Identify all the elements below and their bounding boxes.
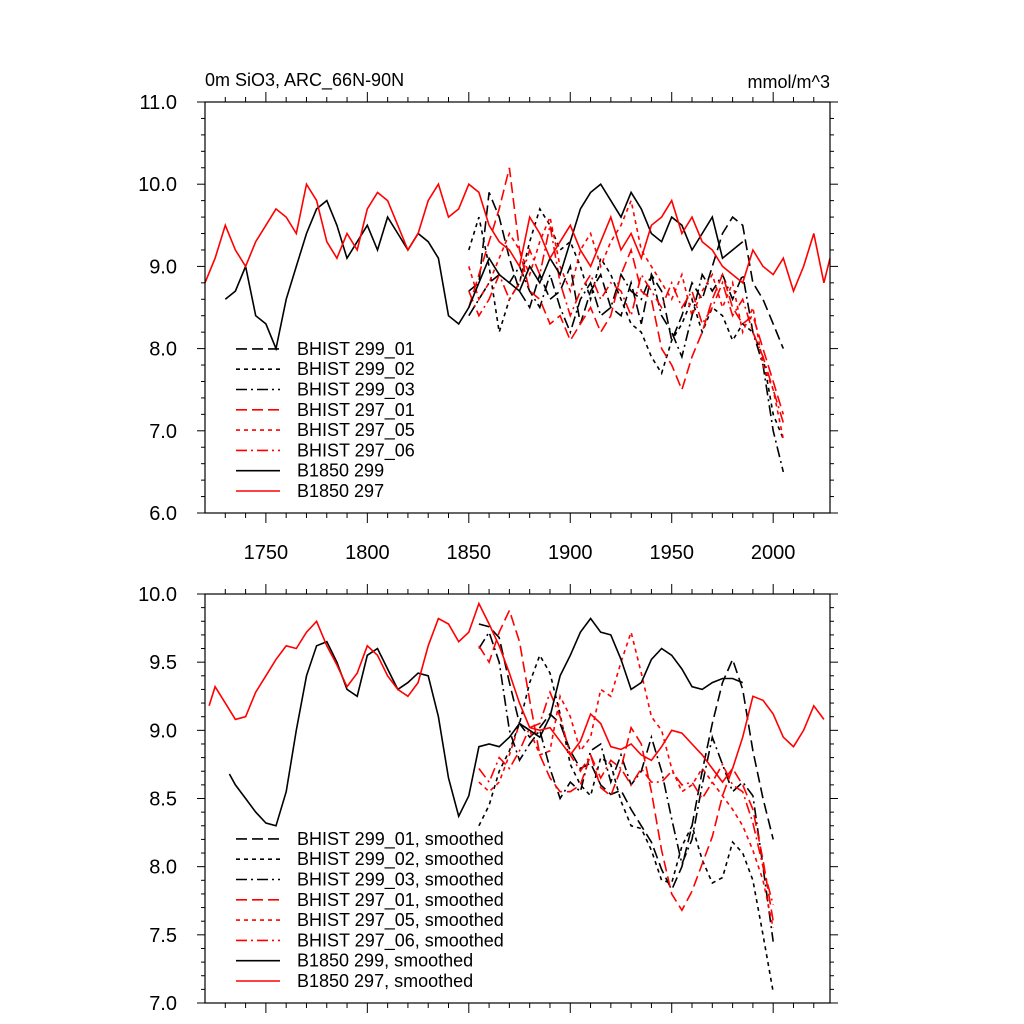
series-line-6	[478, 689, 774, 906]
y-tick-label: 7.0	[149, 993, 177, 1015]
y-tick-label: 10.0	[138, 584, 177, 606]
y-tick-label: 9.0	[149, 256, 177, 278]
y-tick-label: 11.0	[140, 92, 177, 114]
legend-label: BHIST 299_02	[297, 359, 415, 380]
y-tick-label: 10.0	[138, 174, 177, 196]
legend-label: BHIST 299_03, smoothed	[297, 870, 504, 891]
y-tick-label: 8.5	[149, 789, 177, 811]
series-line-4	[468, 167, 785, 415]
legend-label: BHIST 297_06, smoothed	[297, 930, 504, 951]
series-line-8	[208, 601, 825, 784]
chart-title: 0m SiO3, ARC_66N-90N	[205, 70, 404, 91]
legend-label: BHIST 297_05	[297, 420, 415, 441]
plot-area	[208, 601, 825, 993]
x-tick-label: 1750	[244, 542, 289, 564]
legend-label: BHIST 299_02, smoothed	[297, 849, 504, 870]
units-label: mmol/m^3	[748, 72, 830, 92]
legend-label: BHIST 299_01, smoothed	[297, 829, 504, 850]
y-tick-label: 7.0	[149, 421, 177, 443]
y-tick-label: 9.0	[149, 720, 177, 742]
series-line-6	[468, 225, 785, 423]
legend-label: B1850 297, smoothed	[297, 971, 473, 991]
y-tick-label: 8.0	[149, 339, 177, 361]
series-line-1	[468, 192, 785, 349]
legend-label: BHIST 297_01, smoothed	[297, 890, 504, 911]
series-line-2	[478, 653, 774, 993]
y-tick-label: 9.5	[149, 652, 177, 674]
x-tick-label: 1850	[447, 542, 492, 564]
series-line-5	[468, 197, 785, 440]
x-tick-label: 1800	[345, 542, 390, 564]
series-line-2	[468, 206, 785, 440]
x-tick-label: 1900	[548, 542, 593, 564]
series-line-3	[468, 264, 785, 473]
y-tick-label: 6.0	[149, 503, 177, 525]
legend-label: B1850 299, smoothed	[297, 951, 473, 971]
plot-area	[204, 167, 831, 473]
legend-label: B1850 297	[297, 481, 384, 501]
series-line-7	[228, 617, 744, 827]
legend-label: BHIST 297_05, smoothed	[297, 910, 504, 931]
series-line-8	[204, 182, 831, 294]
legend-label: BHIST 299_01	[297, 339, 415, 360]
y-tick-label: 8.0	[149, 857, 177, 879]
series-line-3	[478, 630, 774, 942]
panel-top: 1750 1800 1850 1900 1950 2000 6.0 7.0 8.0 9.0 10.0…	[138, 70, 838, 564]
legend-label: BHIST 297_06	[297, 440, 415, 461]
x-tick-label: 1950	[649, 542, 694, 564]
series-line-4	[478, 608, 774, 922]
legend-label: B1850 299	[297, 461, 384, 481]
x-tick-label: 2000	[751, 542, 796, 564]
plot-frame	[204, 101, 831, 514]
legend-label: BHIST 297_01	[297, 400, 415, 421]
panel-bottom: 7.0 7.5 8.0 8.5 9.0 9.5 10.0 BHIST 299_01, smoo…	[138, 584, 838, 1015]
series-line-7	[224, 183, 744, 352]
legend-label: BHIST 299_03	[297, 380, 415, 401]
y-tick-label: 7.5	[149, 925, 177, 947]
